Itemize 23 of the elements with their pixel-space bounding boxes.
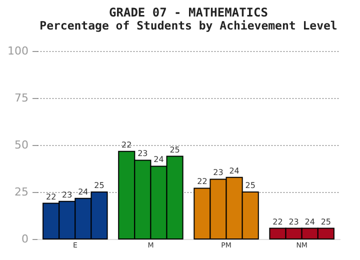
text: 25 xyxy=(320,217,332,226)
text: 22 xyxy=(272,217,283,226)
chart-subtitle: Percentage of Students by Achievement Level xyxy=(40,18,338,32)
text: 22 xyxy=(197,177,208,186)
text: 22 xyxy=(122,140,132,150)
y-tick-label: 0 xyxy=(22,232,28,246)
series-label: 24 xyxy=(78,187,88,196)
y-tick-label: 50 xyxy=(14,138,28,152)
text: 24 xyxy=(154,155,164,164)
text: 23 xyxy=(213,168,224,178)
y-tick-label: 100 xyxy=(8,44,28,58)
text: 23 xyxy=(288,217,299,226)
series-label: 25 xyxy=(94,181,104,190)
text: 25 xyxy=(170,145,180,154)
series-label: 22 xyxy=(46,192,56,202)
series-label: 23 xyxy=(62,190,72,200)
y-tick-label: 25 xyxy=(14,186,28,198)
text: 23 xyxy=(138,149,148,158)
text: 24 xyxy=(304,217,315,226)
chart-title: GRADE 07 - MATHEMATICS xyxy=(109,6,268,20)
text: 24 xyxy=(229,166,240,176)
y-tick-label: 75 xyxy=(14,92,28,104)
text: 25 xyxy=(245,181,256,190)
